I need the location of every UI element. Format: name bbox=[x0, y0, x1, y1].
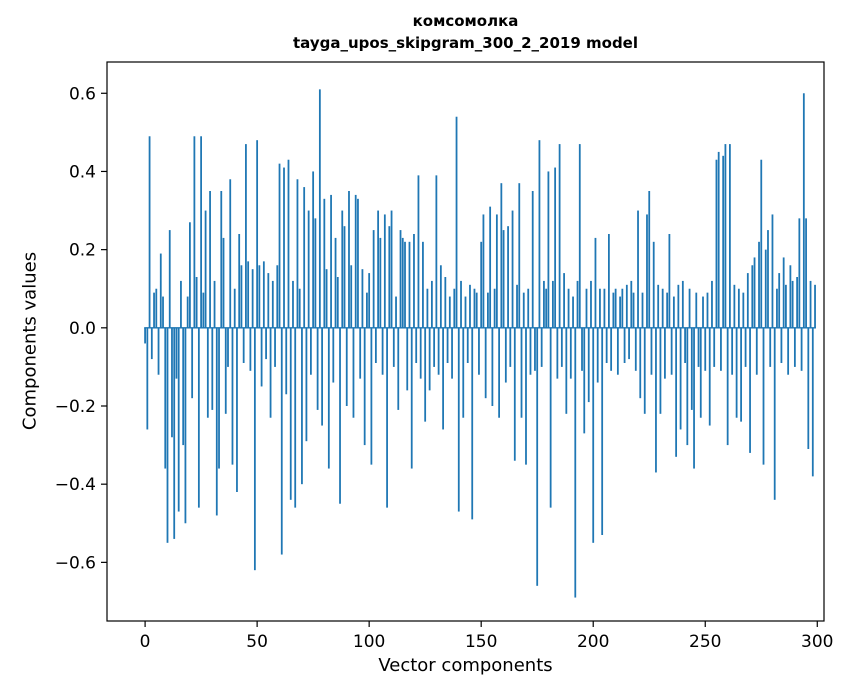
y-tick-label: −0.6 bbox=[55, 553, 96, 573]
y-tick-label: 0.0 bbox=[69, 319, 96, 339]
y-tick-label: 0.4 bbox=[69, 162, 96, 182]
x-tick-label: 250 bbox=[689, 632, 721, 652]
y-tick-label: −0.2 bbox=[55, 397, 96, 417]
chart-subtitle: tayga_upos_skipgram_300_2_2019 model bbox=[293, 34, 638, 52]
x-tick-label: 0 bbox=[140, 632, 151, 652]
chart-title: комсомолка bbox=[412, 12, 519, 30]
y-tick-label: 0.6 bbox=[69, 84, 96, 104]
title-block: комсомолка tayga_upos_skipgram_300_2_201… bbox=[107, 10, 824, 54]
y-tick-label: 0.2 bbox=[69, 241, 96, 261]
x-tick-label: 200 bbox=[577, 632, 609, 652]
x-tick-label: 150 bbox=[465, 632, 497, 652]
x-axis-label: Vector components bbox=[378, 655, 553, 676]
x-tick-label: 300 bbox=[801, 632, 833, 652]
x-tick-label: 50 bbox=[246, 632, 268, 652]
y-tick-label: −0.4 bbox=[55, 475, 96, 495]
x-tick-label: 100 bbox=[353, 632, 385, 652]
